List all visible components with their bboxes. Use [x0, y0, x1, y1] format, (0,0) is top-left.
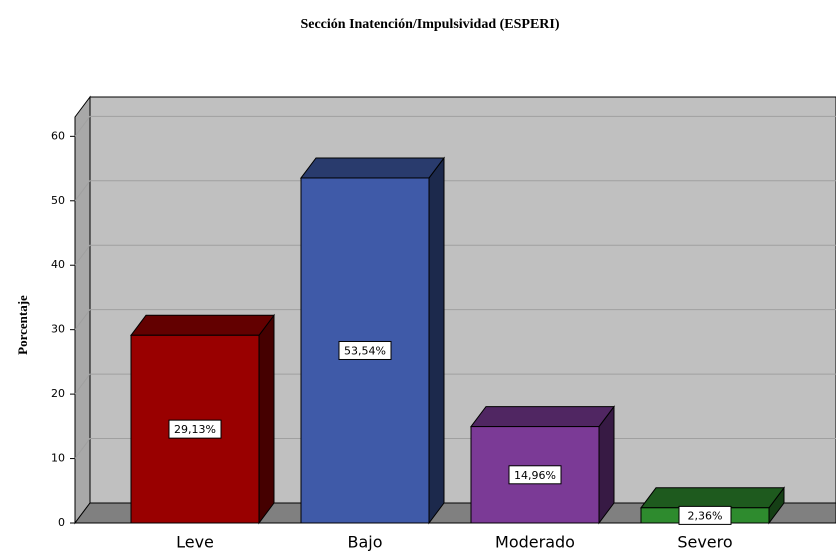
bar-top [300, 157, 445, 179]
x-tick-label: Leve [176, 533, 214, 551]
grid-line [74, 309, 836, 330]
grid-line [74, 373, 836, 395]
grid-line [74, 244, 836, 266]
x-tick-label: Severo [677, 533, 732, 551]
value-label-box [338, 340, 392, 360]
bar [470, 405, 615, 525]
y-axis-label: Porcentaje [15, 295, 30, 355]
grid-line [74, 180, 836, 202]
bar-top [130, 314, 275, 336]
y-tick-label: 30 [51, 323, 65, 336]
value-label-box [168, 419, 222, 439]
bar-top [640, 487, 785, 509]
bar [300, 156, 445, 525]
y-tick-label: 20 [51, 387, 65, 400]
bar-side [428, 156, 445, 525]
value-label-box [678, 505, 732, 525]
value-label: 53,54% [344, 344, 386, 357]
y-tick-label: 50 [51, 194, 65, 207]
chart-title: Sección Inatención/Impulsividad (ESPERI) [300, 17, 559, 32]
bar [130, 313, 275, 525]
y-tick-label: 40 [51, 258, 65, 271]
y-tick-label: 60 [51, 129, 65, 142]
y-tick-label: 10 [51, 452, 65, 465]
value-label: 29,13% [174, 423, 216, 436]
value-label: 14,96% [514, 469, 556, 482]
value-label: 2,36% [688, 509, 723, 522]
bar-top [470, 406, 615, 428]
grid-line [74, 115, 836, 137]
side-wall [74, 95, 91, 525]
x-tick-label: Moderado [495, 533, 575, 551]
value-label-box [508, 465, 562, 485]
bar-side [258, 313, 275, 525]
x-tick-label: Bajo [347, 533, 382, 551]
y-tick-label: 0 [58, 516, 65, 529]
